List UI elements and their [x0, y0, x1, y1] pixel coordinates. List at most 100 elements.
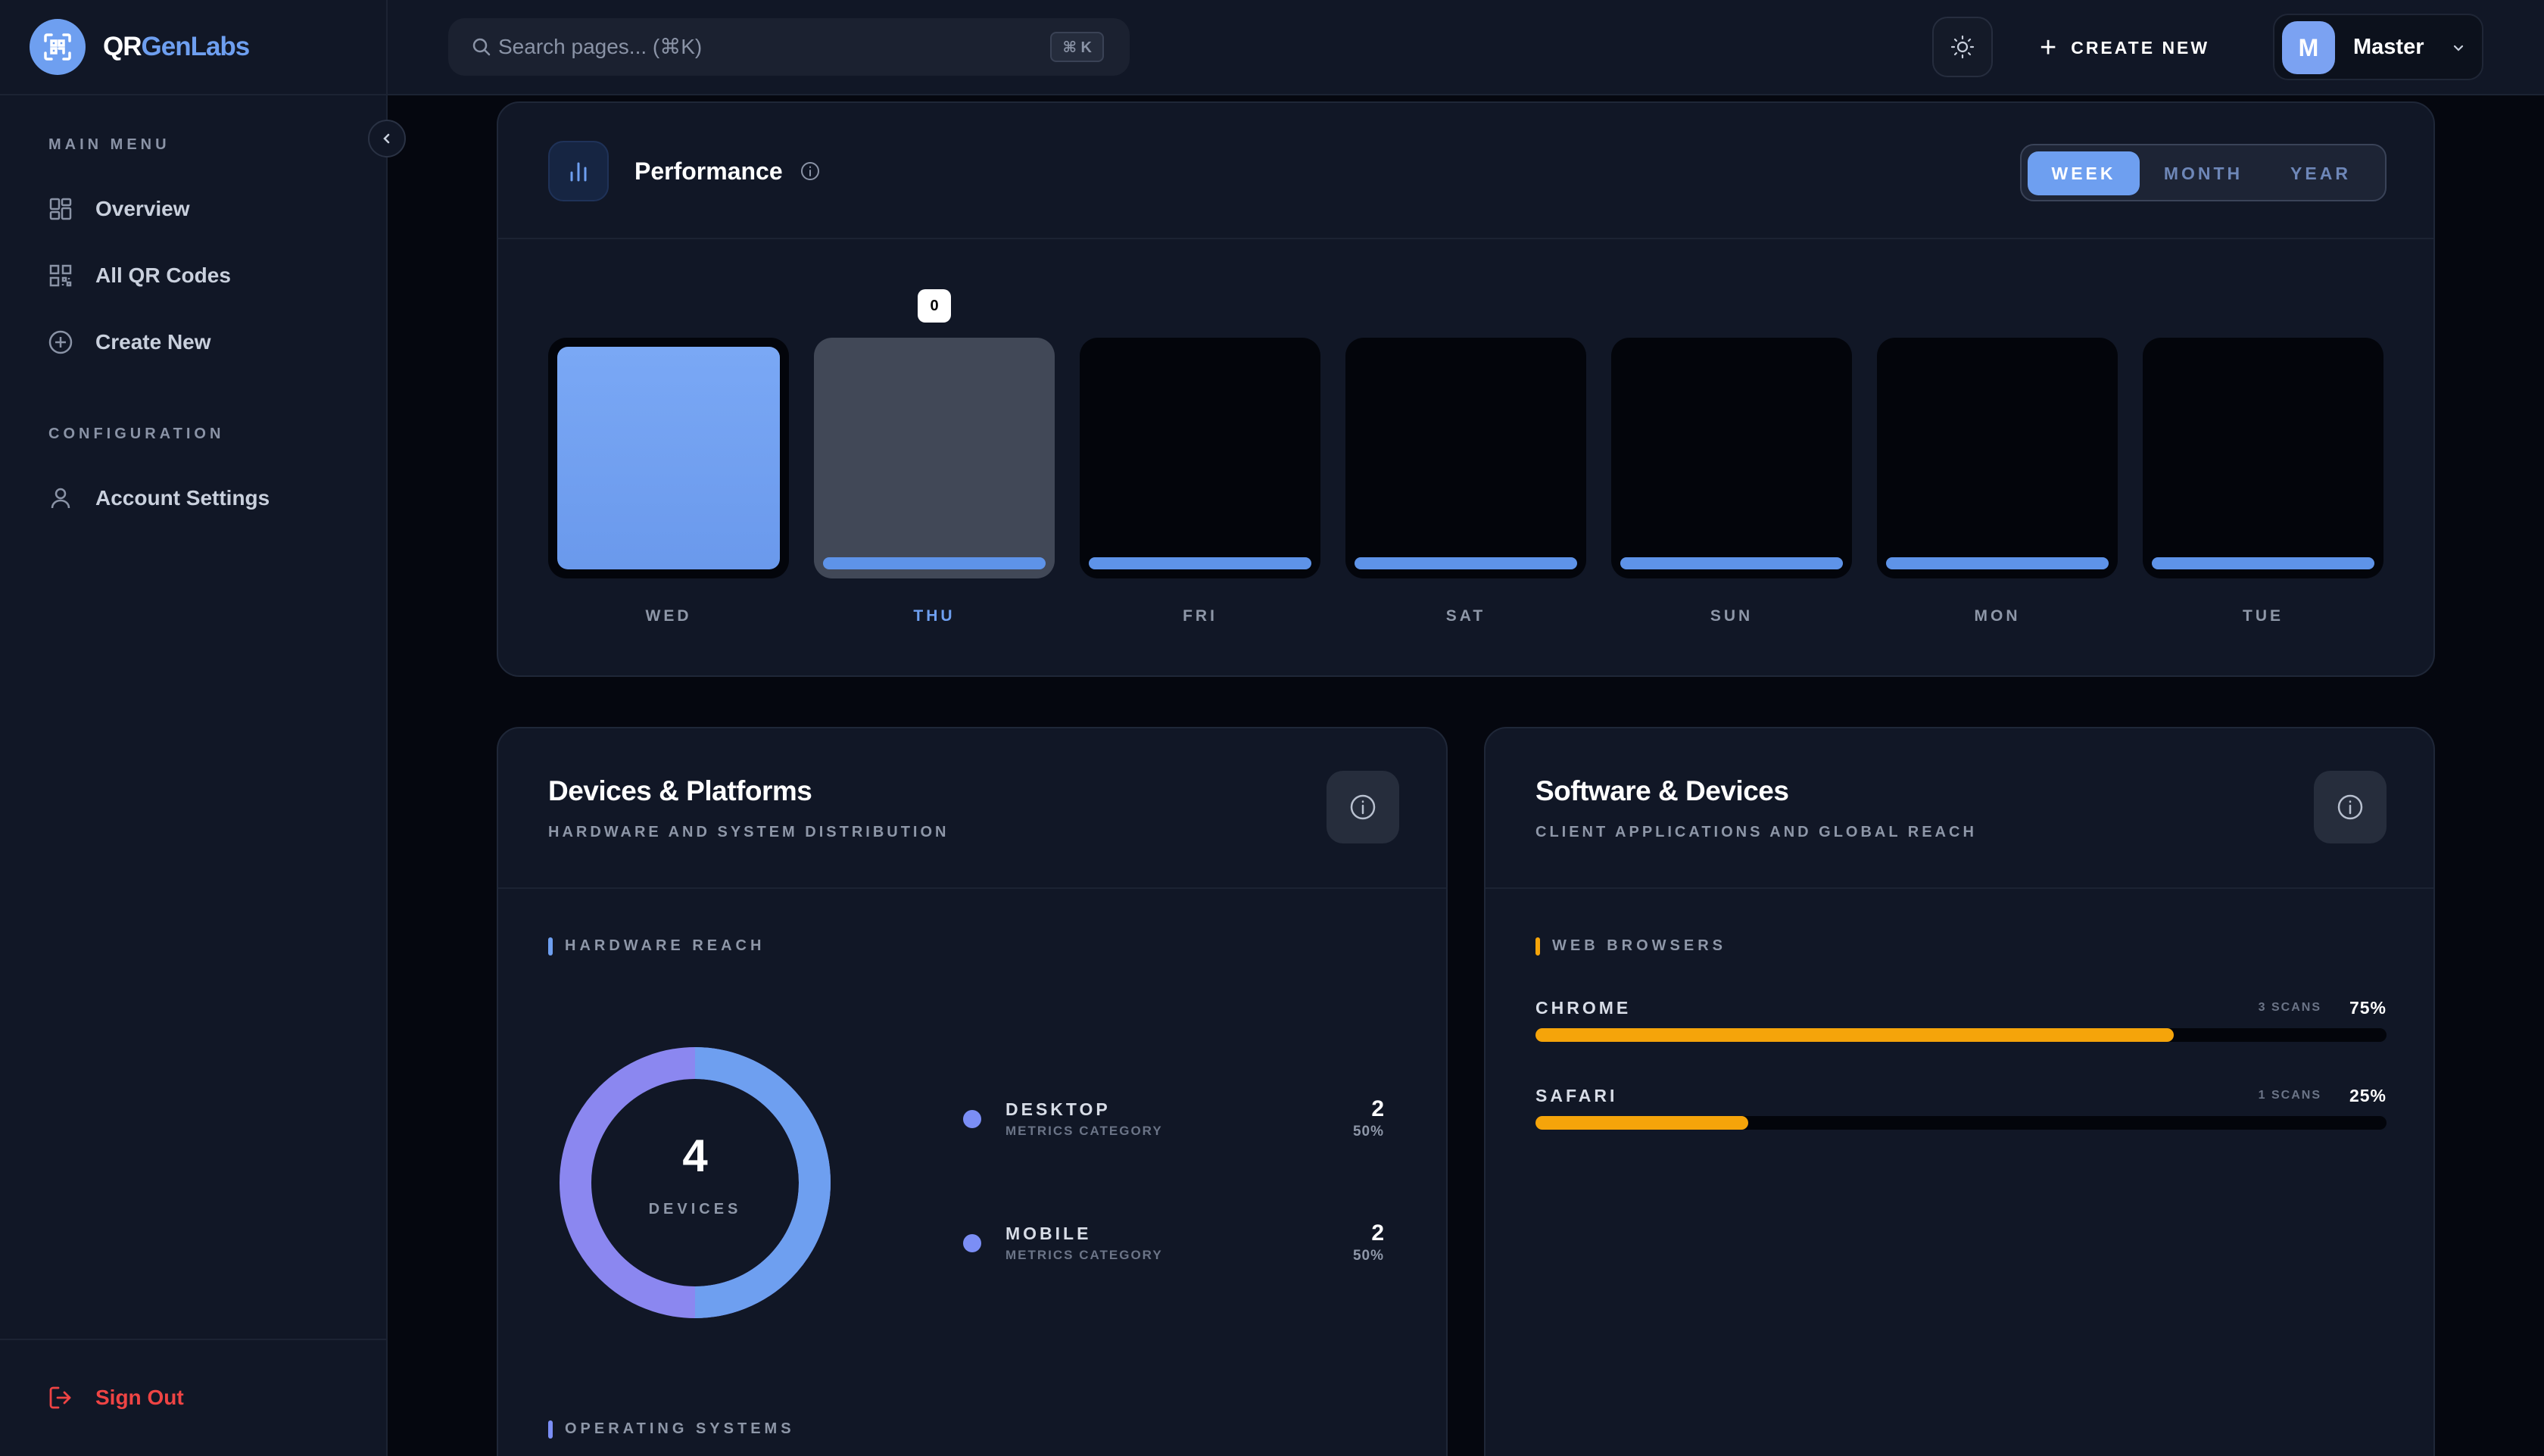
- browser-name: SAFARI: [1535, 1086, 1618, 1105]
- user-menu-button[interactable]: M Master: [2273, 14, 2483, 80]
- logout-icon: [45, 1383, 76, 1413]
- devices-donut: 4 DEVICES: [551, 1039, 839, 1327]
- bar-label: THU: [913, 607, 956, 625]
- bar-tue[interactable]: [2143, 338, 2383, 578]
- sun-icon: [1950, 35, 1975, 59]
- info-icon[interactable]: [800, 161, 821, 182]
- bar-label: SUN: [1710, 607, 1754, 625]
- user-name: Master: [2353, 35, 2424, 59]
- legend-dot: [963, 1234, 981, 1252]
- operating-systems-label: OPERATING SYSTEMS: [548, 1420, 795, 1439]
- browser-progress-fill: [1535, 1028, 2174, 1042]
- devices-subtitle: HARDWARE AND SYSTEM DISTRIBUTION: [548, 824, 949, 840]
- legend-name: DESKTOP: [1005, 1099, 1111, 1119]
- software-devices-card: Software & Devices CLIENT APPLICATIONS A…: [1484, 727, 2435, 1456]
- software-info-button[interactable]: [2314, 771, 2387, 843]
- browser-progress-track: [1535, 1028, 2387, 1042]
- browser-progress-track: [1535, 1116, 2387, 1130]
- sidebar-item-label: Create New: [95, 330, 211, 354]
- sidebar-item-account-settings[interactable]: Account Settings: [45, 475, 270, 521]
- legend-item-mobile: MOBILE METRICS CATEGORY 2 50%: [963, 1216, 1384, 1269]
- hardware-reach-label: HARDWARE REACH: [548, 937, 765, 956]
- create-new-button[interactable]: + CREATE NEW: [2040, 29, 2209, 67]
- qr-icon: [45, 260, 76, 291]
- bar-label: SAT: [1445, 607, 1486, 625]
- browser-percent: 75%: [2349, 998, 2387, 1018]
- sidebar-item-label: Account Settings: [95, 486, 270, 510]
- devices-header: Devices & Platforms HARDWARE AND SYSTEM …: [498, 728, 1446, 889]
- browser-name: CHROME: [1535, 998, 1632, 1018]
- search-shortcut-badge: ⌘ K: [1050, 32, 1104, 62]
- software-title: Software & Devices: [1535, 775, 1789, 806]
- bar-label: WED: [645, 607, 692, 625]
- devices-info-button[interactable]: [1327, 771, 1399, 843]
- browser-scans: 1 SCANS: [2258, 1089, 2321, 1102]
- sign-out-label: Sign Out: [95, 1386, 184, 1409]
- donut-svg: [560, 1047, 831, 1318]
- browser-progress-fill: [1535, 1116, 1748, 1130]
- chart-tooltip: 0: [918, 289, 951, 323]
- bar-baseline: [1620, 557, 1843, 569]
- brand[interactable]: QRGenLabs: [0, 0, 386, 95]
- software-header: Software & Devices CLIENT APPLICATIONS A…: [1486, 728, 2433, 889]
- info-icon: [1350, 794, 1376, 820]
- range-tabs: WEEK MONTH YEAR: [2020, 144, 2387, 201]
- donut-desktop-segment: [694, 1047, 831, 1318]
- performance-title: Performance: [634, 157, 783, 185]
- tab-month[interactable]: MONTH: [2163, 163, 2243, 183]
- chevron-left-icon: [383, 133, 390, 144]
- performance-card: Performance WEEK MONTH YEAR WED THU FRI SAT…: [497, 101, 2435, 677]
- theme-toggle-button[interactable]: [1932, 17, 1993, 77]
- legend-percent: 50%: [1352, 1248, 1384, 1264]
- bar-baseline: [1089, 557, 1311, 569]
- sidebar-item-overview[interactable]: Overview: [45, 186, 190, 232]
- sidebar-item-create-new[interactable]: Create New: [45, 320, 211, 365]
- tab-week[interactable]: WEEK: [2028, 151, 2140, 195]
- legend-category: METRICS CATEGORY: [1005, 1248, 1163, 1262]
- sidebar-collapse-button[interactable]: [368, 120, 406, 157]
- top-bar: ⌘ K + CREATE NEW M Master: [388, 0, 2544, 95]
- legend-value: 2: [1371, 1096, 1384, 1121]
- sidebar: QRGenLabs MAIN MENU Overview All QR Code…: [0, 0, 388, 1456]
- bar-baseline: [1355, 557, 1577, 569]
- bar-wed[interactable]: [548, 338, 789, 578]
- bar-fri[interactable]: [1080, 338, 1320, 578]
- bar-sun[interactable]: [1611, 338, 1852, 578]
- devices-title: Devices & Platforms: [548, 775, 812, 806]
- tab-year[interactable]: YEAR: [2290, 163, 2351, 183]
- browser-percent: 25%: [2349, 1086, 2387, 1105]
- sidebar-divider: [0, 1339, 386, 1340]
- bar-chart-icon: [548, 141, 609, 201]
- search-icon: [472, 38, 491, 56]
- legend-percent: 50%: [1352, 1124, 1384, 1140]
- configuration-heading: CONFIGURATION: [48, 426, 225, 442]
- bar-thu[interactable]: [814, 338, 1055, 578]
- browser-row-chrome: CHROME 3 SCANS 75%: [1535, 998, 2387, 1058]
- search-input[interactable]: [498, 18, 983, 76]
- sign-out-button[interactable]: Sign Out: [45, 1375, 184, 1420]
- bar-label: FRI: [1183, 607, 1217, 625]
- legend-name: MOBILE: [1005, 1224, 1092, 1243]
- sidebar-item-all-qr-codes[interactable]: All QR Codes: [45, 253, 231, 298]
- devices-total: 4: [682, 1130, 708, 1181]
- bar-baseline: [1886, 557, 2109, 569]
- legend-dot: [963, 1110, 981, 1128]
- devices-platforms-card: Devices & Platforms HARDWARE AND SYSTEM …: [497, 727, 1448, 1456]
- chevron-down-icon: [2453, 45, 2464, 51]
- main-menu-heading: MAIN MENU: [48, 136, 170, 153]
- browser-row-safari: SAFARI 1 SCANS 25%: [1535, 1086, 2387, 1146]
- bar-label: TUE: [2243, 607, 2284, 625]
- devices-total-caption: DEVICES: [648, 1201, 742, 1217]
- avatar: M: [2282, 21, 2335, 74]
- qr-scan-icon: [30, 19, 86, 75]
- bar-mon[interactable]: [1877, 338, 2118, 578]
- plus-circle-icon: [45, 327, 76, 357]
- bar-fill: [557, 347, 780, 569]
- performance-header: Performance WEEK MONTH YEAR: [498, 103, 2433, 239]
- legend-item-desktop: DESKTOP METRICS CATEGORY 2 50%: [963, 1092, 1384, 1145]
- bar-baseline: [823, 557, 1046, 569]
- info-icon: [2337, 794, 2363, 820]
- bar-sat[interactable]: [1345, 338, 1586, 578]
- search-box[interactable]: ⌘ K: [448, 18, 1130, 76]
- grid-icon: [45, 194, 76, 224]
